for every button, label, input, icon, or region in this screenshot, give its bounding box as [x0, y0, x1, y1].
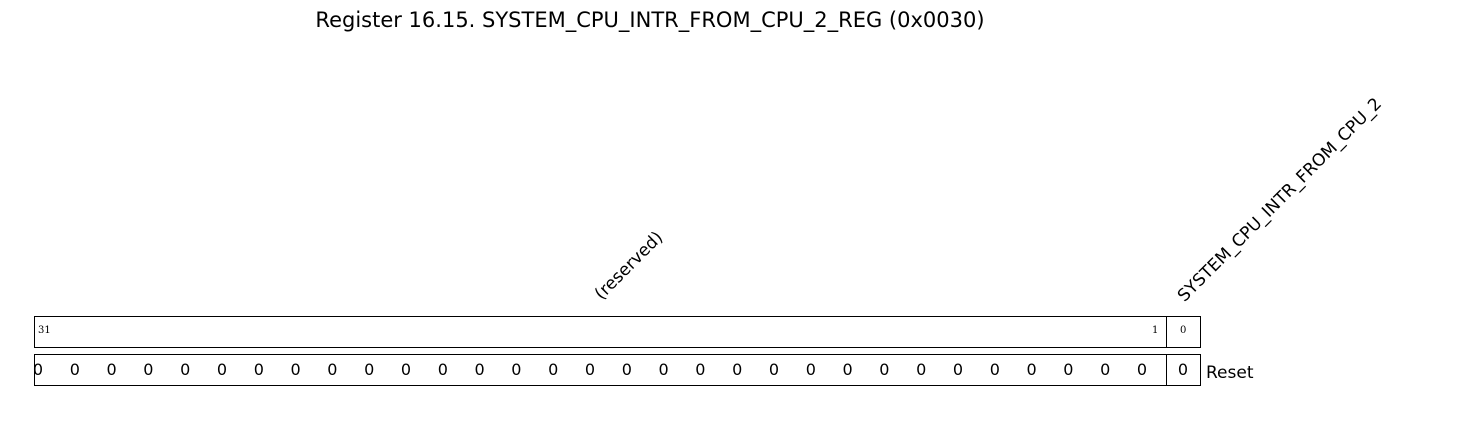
reset-value-bit-4: 0	[1026, 360, 1037, 379]
reset-value-bit-12: 0	[732, 360, 743, 379]
reset-value-bit-20: 0	[437, 360, 448, 379]
reset-value-bit-21: 0	[400, 360, 412, 379]
reset-value-bit-8: 0	[879, 360, 890, 379]
reset-value-bit-11: 0	[768, 360, 780, 379]
reset-value-bit-29: 0	[106, 360, 117, 379]
reset-value-bit-9: 0	[842, 360, 853, 379]
reset-value-bit-14: 0	[658, 360, 669, 379]
reset-values-row: 0 0 0 0 0 0 0 0 0 0 0 0 0 0 0 0 0 0 0 0 0 0 0 0 0 0 0 0 0 0 0 0	[33, 354, 1201, 386]
register-caption: Register 16.15. SYSTEM_CPU_INTR_FROM_CPU…	[315, 8, 985, 32]
reset-value-bit-18: 0	[511, 360, 522, 379]
reset-value-bit-30: 0	[69, 360, 80, 379]
field-name-system-cpu-intr-from-cpu-2: SYSTEM_CPU_INTR_FROM_CPU_2	[1173, 94, 1386, 307]
reset-value-bit-26: 0	[216, 360, 228, 379]
reset-value-bit-13: 0	[695, 360, 706, 379]
reset-value-bit-24: 0	[290, 360, 301, 379]
reset-value-bit-6: 0	[952, 360, 964, 379]
reset-value-bit-28: 0	[143, 360, 154, 379]
bit-range-box-field-0	[1166, 316, 1201, 348]
reset-value-bit-7: 0	[916, 360, 927, 379]
reset-field-divider	[1166, 355, 1167, 385]
reset-value-bit-25: 0	[253, 360, 264, 379]
bit-number-0: 0	[1180, 325, 1187, 336]
reset-value-bit-5: 0	[989, 360, 1000, 379]
reset-value-bit-1: 0	[1136, 360, 1148, 379]
reset-value-bit-22: 0	[364, 360, 375, 379]
reset-value-bit-0: 0	[1177, 360, 1189, 379]
reset-value-bit-10: 0	[805, 360, 816, 379]
reset-value-bit-27: 0	[180, 360, 191, 379]
reset-value-bit-23: 0	[327, 360, 338, 379]
reset-value-bit-16: 0	[584, 360, 596, 379]
reset-value-bit-17: 0	[548, 360, 559, 379]
reset-label: Reset	[1206, 363, 1254, 383]
reset-value-bit-19: 0	[474, 360, 485, 379]
field-name-reserved: (reserved)	[590, 227, 668, 305]
bit-number-31: 31	[38, 325, 51, 336]
reset-value-bit-15: 0	[621, 360, 632, 379]
reset-value-bit-31: 0	[32, 360, 44, 379]
bit-number-1: 1	[1152, 325, 1159, 336]
bit-range-box-reserved	[34, 316, 1167, 348]
reset-value-bit-2: 0	[1100, 360, 1111, 379]
reset-value-bit-3: 0	[1063, 360, 1074, 379]
